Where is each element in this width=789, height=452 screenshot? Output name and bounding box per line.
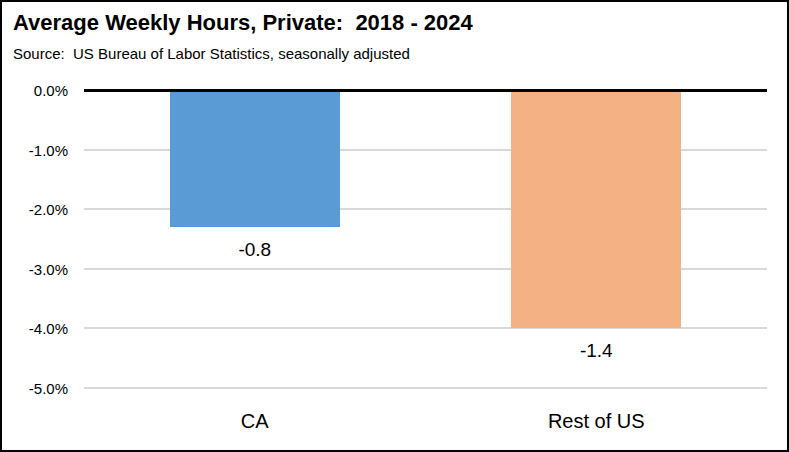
y-tick-label: -2.0% bbox=[29, 201, 68, 218]
chart-source: Source: US Bureau of Labor Statistics, s… bbox=[13, 45, 410, 62]
y-tick-label: -4.0% bbox=[29, 320, 68, 337]
y-tick-label: -3.0% bbox=[29, 260, 68, 277]
y-tick-label: -5.0% bbox=[29, 379, 68, 396]
x-axis: CARest of US bbox=[84, 410, 767, 440]
chart-container: Average Weekly Hours, Private: 2018 - 20… bbox=[0, 0, 789, 452]
zero-axis-line bbox=[84, 89, 767, 92]
data-label-ca: -0.8 bbox=[84, 239, 426, 261]
x-axis-label-ca: CA bbox=[84, 410, 426, 440]
plot-area: -0.8 -1.4 bbox=[84, 90, 767, 406]
bar-ca bbox=[170, 90, 340, 227]
chart-title: Average Weekly Hours, Private: 2018 - 20… bbox=[13, 10, 473, 36]
y-axis: 0.0%-1.0%-2.0%-3.0%-4.0%-5.0% bbox=[2, 90, 68, 406]
x-axis-label-rest-of-us: Rest of US bbox=[426, 410, 768, 440]
data-label-rest-of-us: -1.4 bbox=[426, 340, 768, 362]
gridline bbox=[84, 387, 767, 389]
y-tick-label: 0.0% bbox=[34, 82, 68, 99]
y-tick-label: -1.0% bbox=[29, 141, 68, 158]
bar-rest-of-us bbox=[511, 90, 681, 328]
